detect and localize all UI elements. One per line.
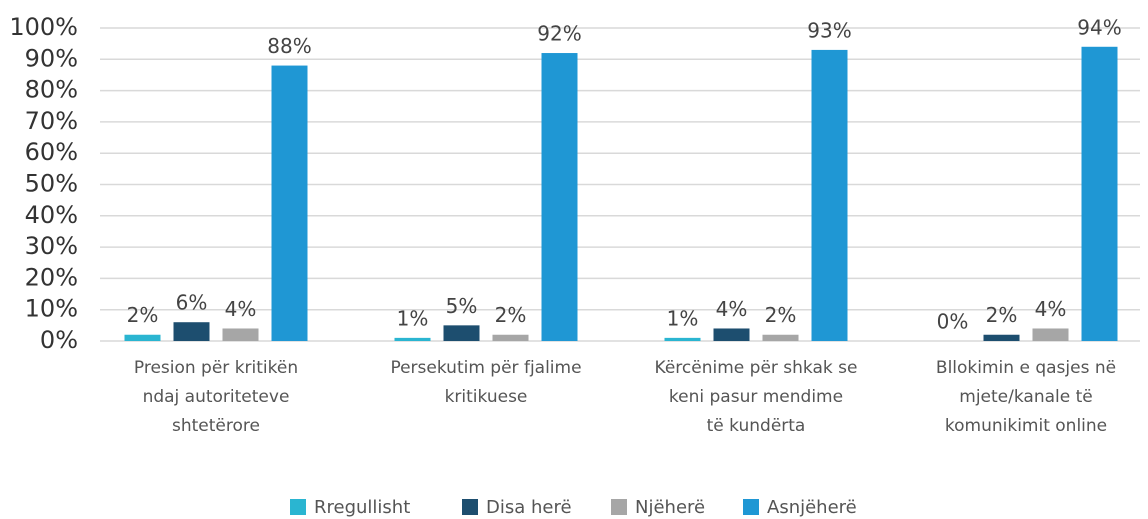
y-tick-label: 40% (25, 201, 78, 229)
data-label: 4% (1035, 297, 1067, 321)
bar (983, 334, 1020, 341)
y-tick-label: 60% (25, 138, 78, 166)
y-tick-label: 100% (9, 13, 78, 41)
legend-label: Rregullisht (314, 497, 410, 518)
x-tick-label: Presion për kritikën (134, 358, 298, 378)
data-label: 4% (225, 297, 257, 321)
legend-swatch (743, 499, 759, 515)
data-label: 2% (127, 303, 159, 327)
x-tick-label: keni pasur mendime (669, 387, 843, 407)
bar (222, 328, 259, 341)
y-tick-label: 0% (40, 326, 78, 354)
y-tick-label: 20% (25, 263, 78, 291)
x-tick-label: Bllokimin e qasjes në (936, 358, 1116, 378)
bar (1032, 328, 1069, 341)
bar (1081, 46, 1118, 341)
x-tick-label: Kërcënime për shkak se (655, 358, 858, 378)
data-label: 93% (807, 18, 851, 42)
y-tick-label: 90% (25, 44, 78, 72)
data-label: 5% (446, 294, 478, 318)
data-label: 1% (667, 306, 699, 330)
data-label: 1% (397, 306, 429, 330)
data-label: 88% (267, 34, 311, 58)
bar (541, 53, 578, 341)
x-tick-label: shtetërore (172, 416, 260, 436)
y-tick-label: 10% (25, 295, 78, 323)
bar (492, 334, 529, 341)
bar (664, 337, 701, 341)
data-label: 6% (176, 291, 208, 315)
data-label: 2% (495, 303, 527, 327)
bar (271, 65, 308, 341)
legend-label: Njëherë (635, 497, 705, 518)
bar (443, 325, 480, 341)
data-label: 2% (986, 303, 1018, 327)
data-label: 92% (537, 22, 581, 46)
bar (124, 334, 161, 341)
legend-label: Asnjëherë (767, 497, 857, 518)
x-tick-label: mjete/kanale të (959, 387, 1092, 407)
data-label: 0% (937, 310, 969, 334)
legend-swatch (290, 499, 306, 515)
data-label: 94% (1077, 15, 1121, 39)
bar (173, 322, 210, 341)
x-tick-label: komunikimit online (945, 416, 1107, 436)
x-tick-label: të kundërta (707, 416, 806, 436)
y-tick-label: 70% (25, 107, 78, 135)
y-tick-label: 30% (25, 232, 78, 260)
legend-swatch (462, 499, 478, 515)
y-tick-label: 80% (25, 76, 78, 104)
bar (394, 337, 431, 341)
bar (713, 328, 750, 341)
data-label: 2% (765, 303, 797, 327)
x-tick-label: kritikuese (445, 387, 528, 407)
bar (762, 334, 799, 341)
bar (811, 49, 848, 341)
x-tick-label: Persekutim për fjalime (390, 358, 581, 378)
data-label: 4% (716, 297, 748, 321)
legend-swatch (611, 499, 627, 515)
y-tick-label: 50% (25, 170, 78, 198)
x-tick-label: ndaj autoriteteve (143, 387, 290, 407)
legend-label: Disa herë (486, 497, 572, 518)
